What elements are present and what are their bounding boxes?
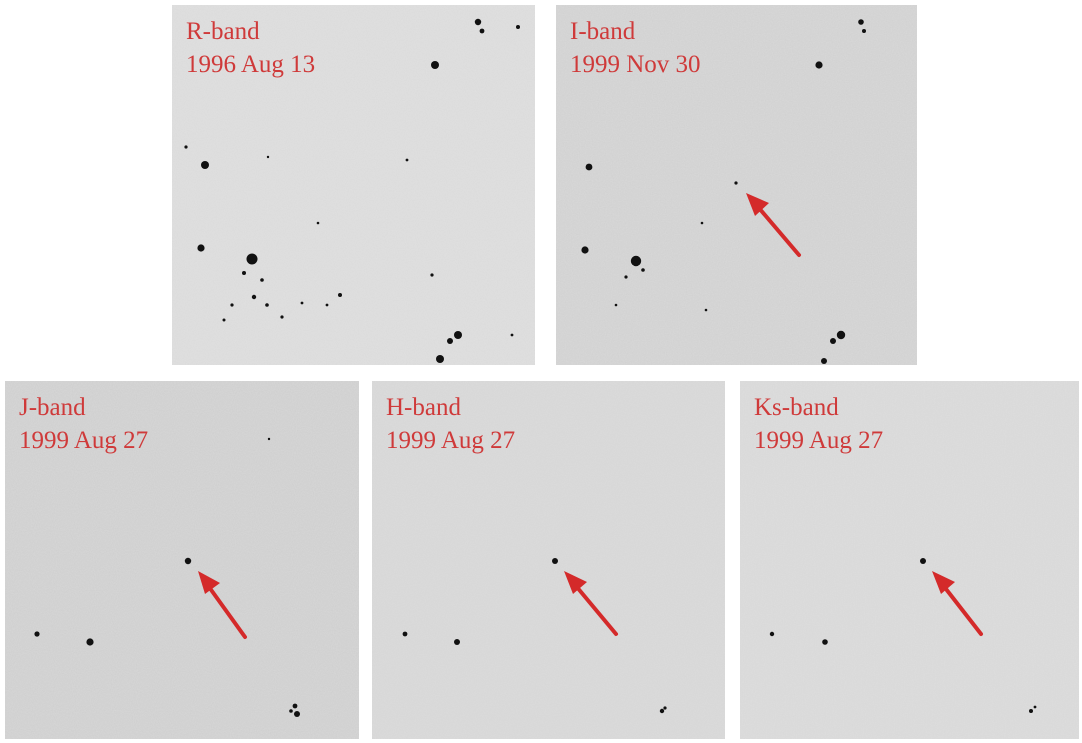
panel-label: I-band 1999 Nov 30	[570, 15, 701, 81]
arrow-indicator	[564, 571, 618, 636]
band-name: H-band	[386, 394, 461, 421]
image-panel-h-band: H-band 1999 Aug 27	[372, 381, 725, 739]
observation-date: 1996 Aug 13	[186, 51, 316, 78]
band-name: I-band	[570, 18, 636, 45]
star-field-image	[172, 5, 535, 365]
band-name: Ks-band	[754, 394, 839, 421]
stars	[769, 558, 1037, 713]
star-field-image	[5, 381, 359, 739]
panel-label: Ks-band 1999 Aug 27	[754, 391, 883, 457]
image-panel-j-band: J-band 1999 Aug 27	[5, 381, 359, 739]
image-panel-ks-band: Ks-band 1999 Aug 27	[740, 381, 1079, 739]
stars	[184, 18, 520, 363]
observation-date: 1999 Aug 27	[754, 427, 884, 454]
star-field-image	[740, 381, 1079, 739]
panel-label: R-band 1996 Aug 13	[186, 15, 315, 81]
panel-label: J-band 1999 Aug 27	[19, 391, 148, 457]
star-field-image	[556, 5, 917, 365]
observation-date: 1999 Aug 27	[386, 427, 516, 454]
observation-date: 1999 Aug 27	[19, 427, 149, 454]
observation-date: 1999 Nov 30	[570, 51, 701, 78]
stars	[34, 437, 300, 717]
arrow-indicator	[198, 571, 247, 639]
image-panel-i-band: I-band 1999 Nov 30	[556, 5, 917, 365]
image-panel-r-band: R-band 1996 Aug 13	[172, 5, 535, 365]
stars	[581, 19, 866, 364]
band-name: R-band	[186, 18, 260, 45]
arrow-indicator	[746, 193, 801, 257]
star-field-image	[372, 381, 725, 739]
panel-label: H-band 1999 Aug 27	[386, 391, 515, 457]
stars	[402, 558, 667, 714]
arrow-indicator	[932, 571, 983, 636]
band-name: J-band	[19, 394, 86, 421]
